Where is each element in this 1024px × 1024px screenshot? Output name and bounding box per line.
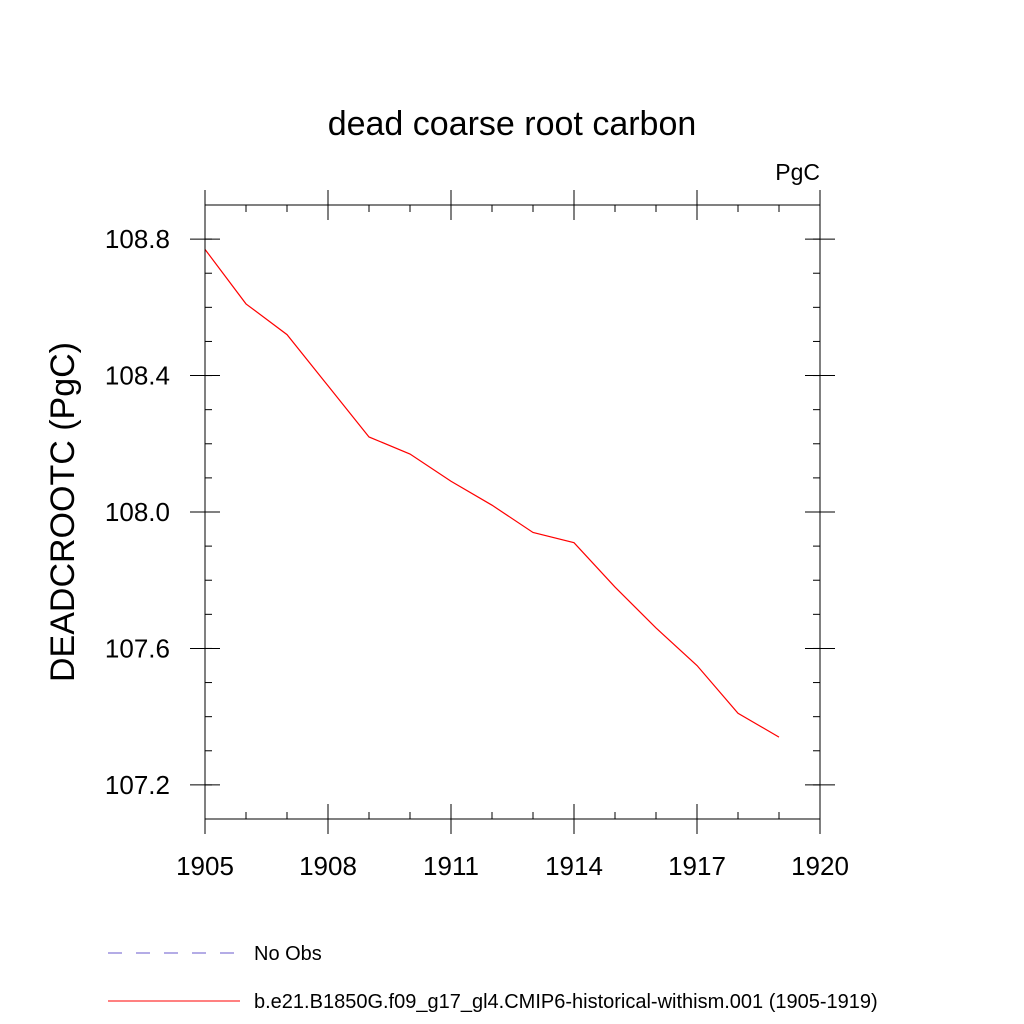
plot-frame — [204, 204, 821, 820]
y-axis-label: DEADCROOTC (PgC) — [44, 342, 82, 682]
y-tick-label: 108.0 — [105, 497, 170, 527]
series-line — [204, 248, 780, 738]
y-tick-labels: 107.2 107.6 108.0 108.4 108.8 — [105, 224, 170, 800]
minor-ticks — [204, 204, 821, 820]
legend-label-no-obs: No Obs — [254, 943, 322, 965]
legend: No Obs b.e21.B1850G.f09_g17_gl4.CMIP6-hi… — [108, 943, 878, 1013]
data-point — [737, 712, 739, 714]
y-tick-label: 107.6 — [105, 633, 170, 663]
x-tick-label: 1905 — [176, 851, 234, 881]
data-point — [245, 303, 247, 305]
data-point — [696, 664, 698, 666]
units-label: PgC — [775, 159, 820, 185]
x-tick-labels: 1905 1908 1911 1914 1917 1920 — [176, 851, 849, 881]
x-tick-label: 1914 — [545, 851, 603, 881]
x-tick-label: 1911 — [423, 851, 479, 881]
series-lines — [204, 248, 780, 738]
data-point — [368, 436, 370, 438]
x-tick-label: 1920 — [791, 851, 849, 881]
data-point — [286, 333, 288, 335]
data-point — [327, 385, 329, 387]
x-tick-label: 1908 — [299, 851, 357, 881]
legend-label-series: b.e21.B1850G.f09_g17_gl4.CMIP6-historica… — [254, 991, 878, 1013]
data-point — [614, 586, 616, 588]
data-point — [491, 504, 493, 506]
y-tick-label: 108.4 — [105, 361, 170, 391]
data-point — [655, 627, 657, 629]
y-tick-label: 108.8 — [105, 224, 170, 254]
major-ticks — [190, 190, 835, 834]
data-point — [573, 542, 575, 544]
data-point — [409, 453, 411, 455]
y-tick-label: 107.2 — [105, 770, 170, 800]
data-point — [450, 480, 452, 482]
data-point — [532, 531, 534, 533]
chart-title: dead coarse root carbon — [328, 105, 697, 143]
data-point — [778, 736, 780, 738]
x-tick-label: 1917 — [668, 851, 726, 881]
